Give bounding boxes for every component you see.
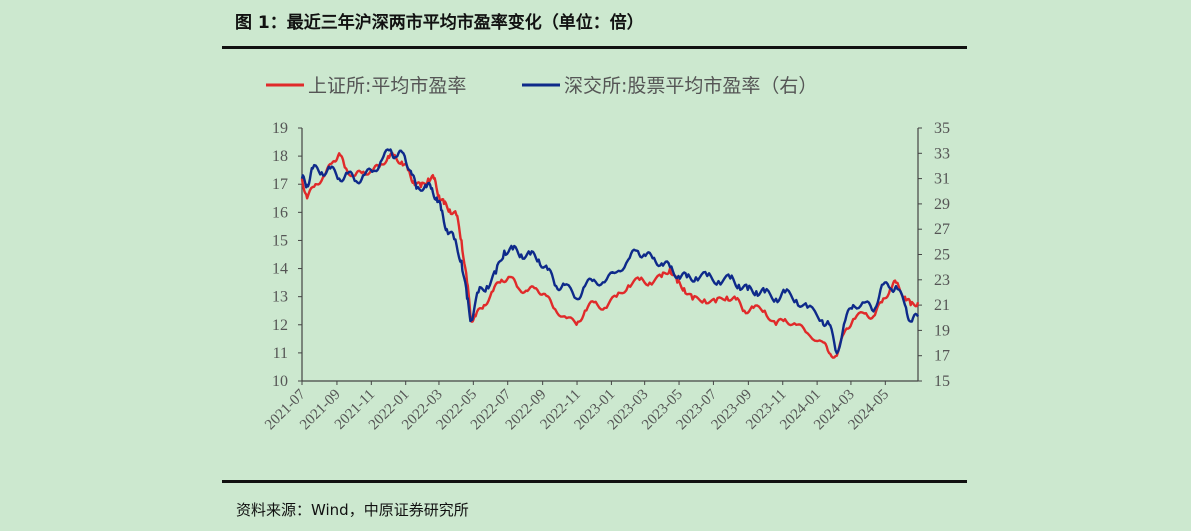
left-y-tick-label: 11 (273, 345, 288, 362)
right-y-tick-label: 21 (934, 297, 950, 314)
legend-label: 深交所:股票平均市盈率（右） (564, 75, 817, 97)
right-y-tick-label: 27 (934, 221, 950, 238)
legend-label: 上证所:平均市盈率 (308, 75, 466, 97)
left-y-tick-label: 10 (272, 373, 288, 390)
left-y-tick-label: 16 (272, 204, 288, 221)
left-y-tick-label: 18 (272, 148, 288, 165)
right-y-tick-label: 25 (934, 247, 950, 264)
right-y-tick-label: 29 (934, 196, 950, 213)
x-axis-ticks: 2021-072021-092021-112022-012022-032022-… (262, 381, 892, 433)
series-layer (300, 148, 920, 359)
series-line-shanghai (300, 151, 920, 359)
right-y-tick-label: 35 (934, 120, 950, 137)
left-y-tick-label: 14 (272, 261, 288, 278)
left-y-tick-label: 19 (272, 120, 288, 137)
right-y-axis-ticks: 15 17 19 21 23 25 27 29 31 33 35 (918, 120, 950, 390)
right-y-tick-label: 15 (934, 373, 950, 390)
left-y-tick-label: 17 (272, 176, 288, 193)
source-note: 资料来源：Wind，中原证券研究所 (236, 501, 469, 519)
left-y-tick-label: 12 (272, 317, 288, 334)
figure-title: 图 1：最近三年沪深两市平均市盈率变化（单位：倍） (235, 13, 644, 33)
chart-legend: 上证所:平均市盈率 深交所:股票平均市盈率（右） (266, 75, 817, 97)
right-y-tick-label: 33 (934, 145, 950, 162)
right-y-tick-label: 31 (934, 171, 950, 188)
left-y-axis-ticks: 10 11 12 13 14 15 16 17 18 19 (272, 120, 302, 390)
right-y-tick-label: 23 (934, 272, 950, 289)
bottom-rule (222, 480, 967, 483)
right-y-tick-label: 17 (934, 348, 950, 365)
left-y-tick-label: 15 (272, 232, 288, 249)
top-rule (222, 46, 967, 49)
right-y-tick-label: 19 (934, 322, 950, 339)
left-y-tick-label: 13 (272, 289, 288, 306)
series-line-shenzhen (300, 148, 920, 355)
